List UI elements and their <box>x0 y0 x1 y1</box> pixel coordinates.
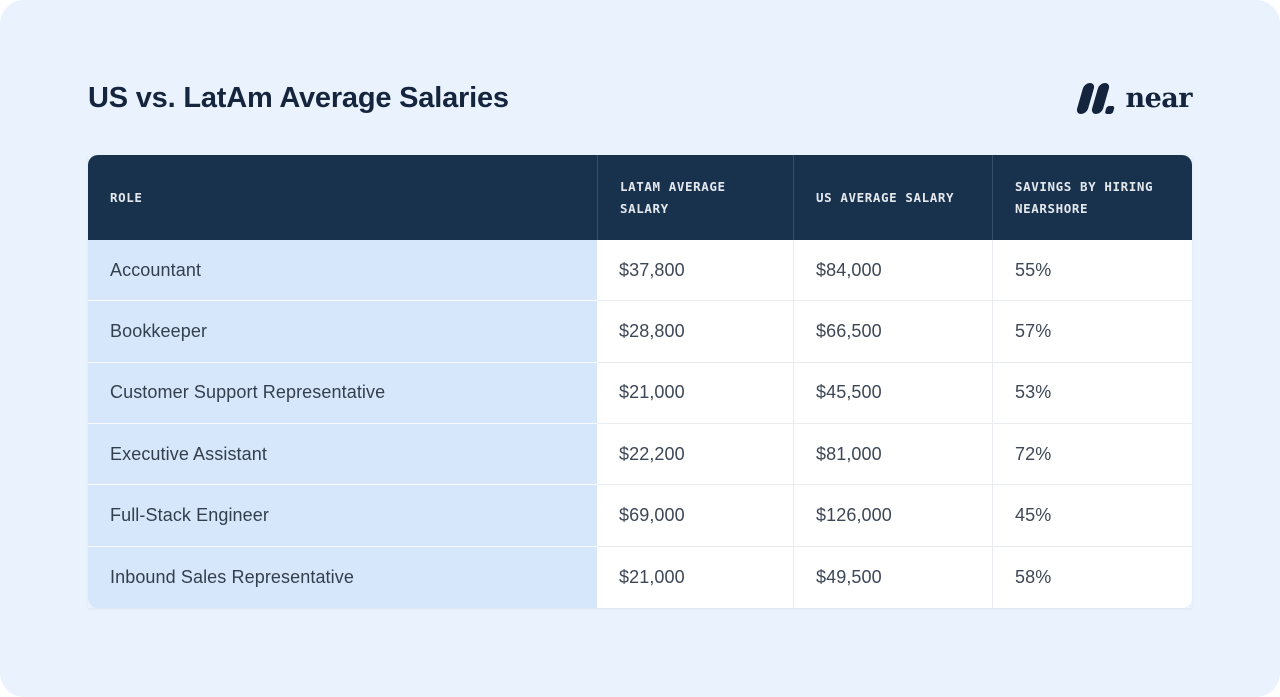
role-cell: Customer Support Representative <box>88 362 597 424</box>
savings-cell: 45% <box>992 485 1192 547</box>
column-header-latam-salary: LATAM AVERAGE SALARY <box>597 155 793 240</box>
savings-cell: 58% <box>992 546 1192 608</box>
logo-dot-icon <box>1105 106 1116 114</box>
latam-salary-cell: $22,200 <box>597 423 793 486</box>
us-salary-cell: $81,000 <box>793 423 992 486</box>
savings-cell: 57% <box>992 301 1192 363</box>
latam-salary-cell: $37,800 <box>597 240 793 302</box>
us-salary-cell: $84,000 <box>793 240 992 302</box>
role-cell: Accountant <box>88 240 597 302</box>
table-row: Bookkeeper $28,800 $66,500 57% <box>88 301 1192 363</box>
role-cell: Full-Stack Engineer <box>88 485 597 547</box>
column-header-savings: SAVINGS BY HIRING NEARSHORE <box>992 155 1192 240</box>
savings-cell: 72% <box>992 423 1192 486</box>
column-header-us-salary: US AVERAGE SALARY <box>793 155 992 240</box>
table-row: Full-Stack Engineer $69,000 $126,000 45% <box>88 485 1192 547</box>
near-logo: near <box>1076 83 1192 114</box>
table-row: Inbound Sales Representative $21,000 $49… <box>88 546 1192 608</box>
column-header-role: ROLE <box>110 189 143 205</box>
savings-cell: 53% <box>992 362 1192 424</box>
latam-salary-cell: $28,800 <box>597 301 793 363</box>
table-row: Accountant $37,800 $84,000 55% <box>88 240 1192 302</box>
logo-wordmark: near <box>1125 83 1192 114</box>
role-cell: Inbound Sales Representative <box>88 546 597 608</box>
us-salary-cell: $126,000 <box>793 485 992 547</box>
salary-comparison-table: ROLE LATAM AVERAGE SALARY US AVERAGE SAL… <box>88 155 1192 608</box>
near-logo-icon <box>1076 83 1122 114</box>
us-salary-cell: $45,500 <box>793 362 992 424</box>
topbar: US vs. LatAm Average Salaries near <box>88 82 1192 115</box>
us-salary-cell: $49,500 <box>793 546 992 608</box>
page-title: US vs. LatAm Average Salaries <box>88 82 509 114</box>
role-cell: Executive Assistant <box>88 423 597 486</box>
us-salary-cell: $66,500 <box>793 301 992 363</box>
latam-salary-cell: $69,000 <box>597 485 793 547</box>
role-cell: Bookkeeper <box>88 301 597 363</box>
latam-salary-cell: $21,000 <box>597 546 793 608</box>
table-row: Executive Assistant $22,200 $81,000 72% <box>88 423 1192 486</box>
table-row: Customer Support Representative $21,000 … <box>88 362 1192 424</box>
latam-salary-cell: $21,000 <box>597 362 793 424</box>
savings-cell: 55% <box>992 240 1192 302</box>
table-header-row: ROLE LATAM AVERAGE SALARY US AVERAGE SAL… <box>88 155 1192 240</box>
